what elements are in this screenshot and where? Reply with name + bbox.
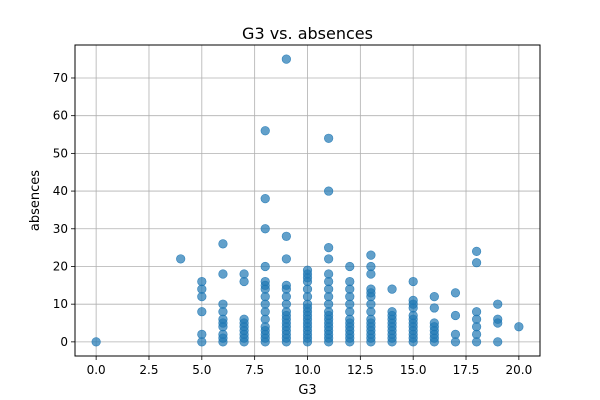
y-tick-label: 40: [53, 184, 68, 198]
scatter-point: [324, 254, 334, 264]
scatter-point: [197, 329, 207, 339]
y-tick-label: 20: [53, 259, 68, 273]
scatter-point: [408, 276, 418, 287]
scatter-point: [366, 284, 376, 294]
scatter-point: [471, 258, 482, 268]
scatter-point: [281, 280, 291, 290]
y-tick-label: 60: [53, 109, 68, 123]
scatter-point: [450, 329, 461, 339]
scatter-point: [471, 307, 482, 317]
scatter-point: [324, 133, 334, 143]
scatter-point: [281, 231, 291, 241]
scatter-point: [281, 254, 291, 264]
y-axis-label: absences: [28, 170, 43, 231]
scatter-point: [366, 250, 376, 260]
scatter-point: [260, 194, 270, 204]
scatter-point: [493, 337, 503, 347]
x-tick-label: 2.5: [139, 363, 158, 377]
y-tick-label: 10: [53, 297, 68, 311]
scatter-point: [324, 243, 334, 253]
scatter-point: [429, 318, 439, 328]
x-tick-label: 12.5: [347, 363, 374, 377]
scatter-point: [239, 314, 249, 324]
y-tick-label: 0: [60, 335, 68, 349]
scatter-point: [471, 246, 482, 256]
x-tick-label: 5.0: [192, 363, 211, 377]
scatter-point: [324, 269, 334, 279]
chart-title: G3 vs. absences: [242, 24, 373, 43]
scatter-point: [281, 54, 291, 64]
scatter-point: [450, 310, 461, 321]
x-tick-label: 15.0: [400, 363, 427, 377]
x-tick-label: 10.0: [294, 363, 321, 377]
scatter-point: [218, 299, 228, 309]
scatter-point: [239, 269, 249, 279]
scatter-point: [429, 303, 439, 313]
scatter-point: [197, 276, 207, 287]
scatter-point: [176, 254, 186, 264]
y-tick-label: 50: [53, 146, 68, 160]
scatter-point: [408, 295, 418, 305]
x-tick-label: 7.5: [245, 363, 264, 377]
scatter-point: [218, 239, 228, 249]
scatter-point: [91, 337, 101, 347]
scatter-point: [197, 307, 207, 317]
scatter-point: [514, 322, 524, 332]
scatter-point: [493, 314, 503, 324]
scatter-point: [260, 276, 270, 287]
y-tick-label: 70: [53, 71, 68, 85]
x-tick-label: 20.0: [506, 363, 533, 377]
scatter-point: [218, 269, 228, 279]
x-axis-label: G3: [298, 383, 316, 398]
scatter-point: [345, 276, 355, 287]
ticks-layer: 0.0 2.5 5.0 7.5 10.0 12.5 15.0 17.5 20.0 0 10 20 30 4…: [53, 71, 533, 377]
scatter-point: [387, 307, 397, 317]
scatter-point: [387, 284, 397, 294]
grid-layer: [75, 45, 540, 356]
scatter-point: [450, 288, 461, 298]
points-layer: [91, 54, 524, 347]
y-tick-label: 30: [53, 222, 68, 236]
scatter-point: [302, 265, 313, 275]
x-tick-label: 17.5: [453, 363, 480, 377]
x-tick-label: 0.0: [87, 363, 106, 377]
scatter-point: [260, 126, 270, 136]
scatter-point: [260, 261, 270, 272]
scatter-point: [493, 299, 503, 309]
scatter-point: [324, 186, 334, 196]
scatter-point: [366, 261, 376, 272]
scatter-point: [345, 261, 355, 272]
scatter-point: [429, 292, 439, 302]
scatter-point: [260, 224, 270, 234]
